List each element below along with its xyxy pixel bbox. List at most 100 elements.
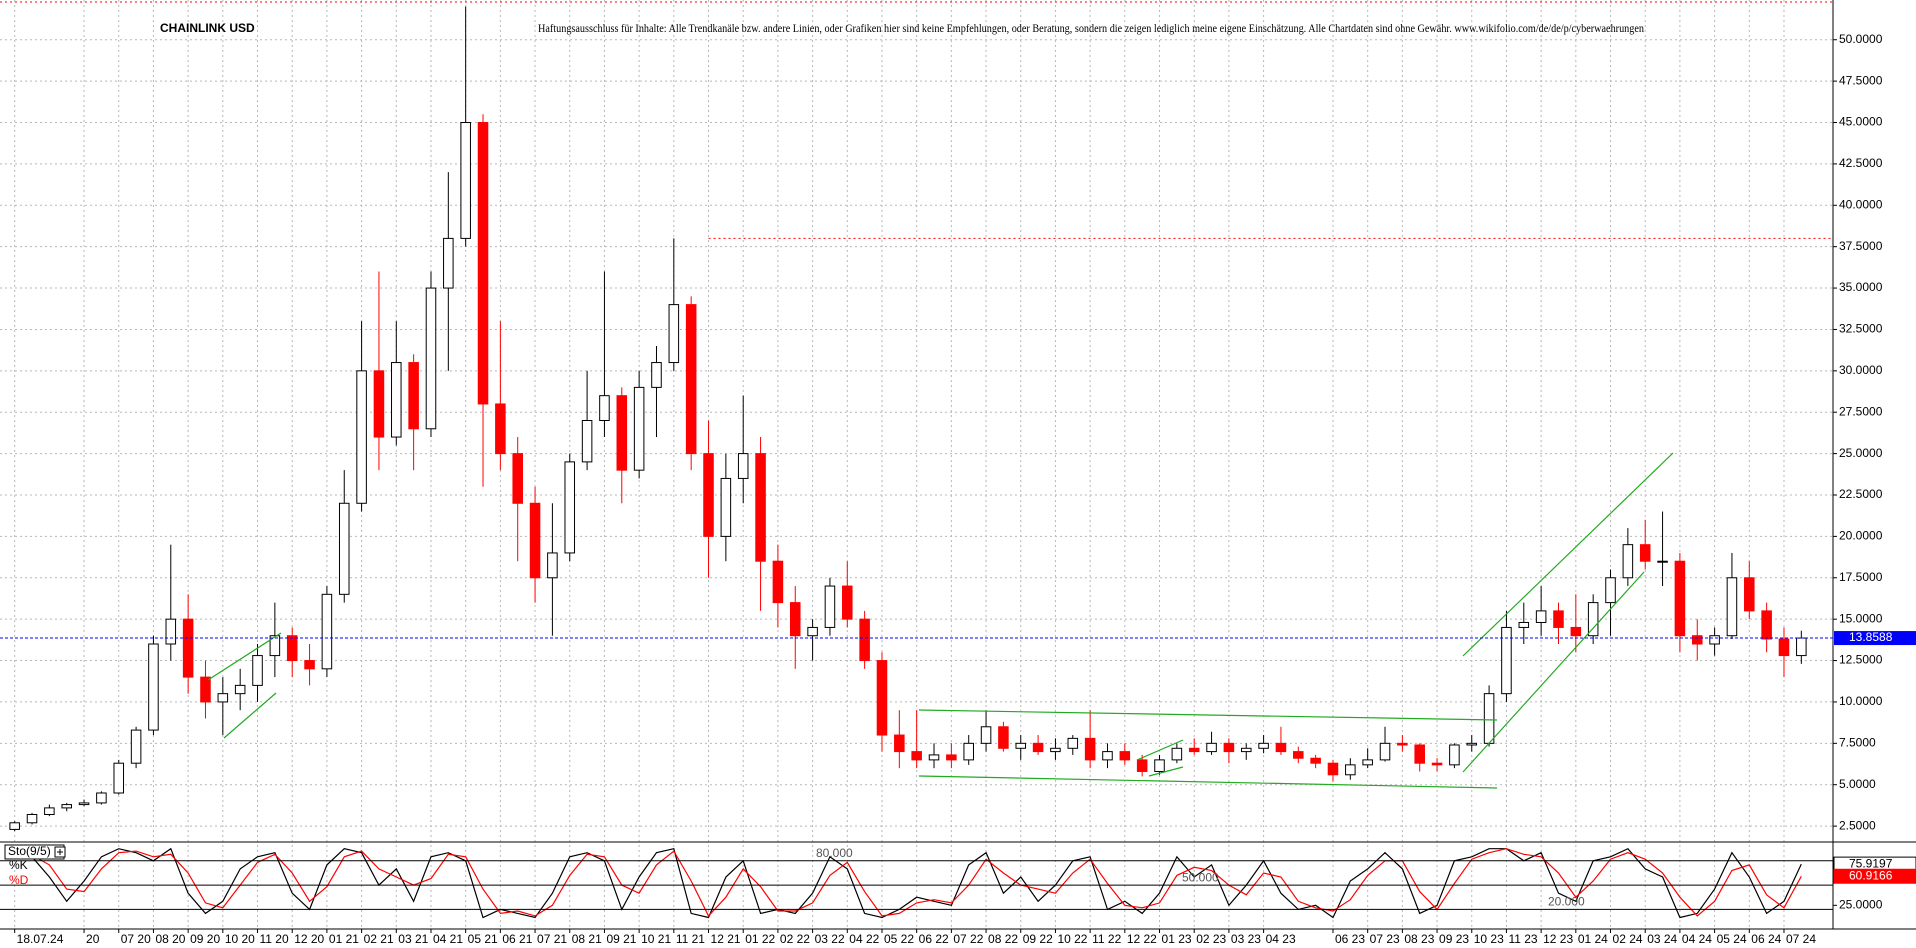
candle-body: [1310, 757, 1321, 764]
x-tick-label: 01 23: [1162, 932, 1192, 946]
level-label: 50.000: [1182, 870, 1219, 884]
x-tick-label: 03 24: [1647, 932, 1677, 946]
candle-body: [1379, 742, 1391, 761]
candle-body: [1466, 742, 1478, 746]
x-tick-label: 03 23: [1231, 932, 1261, 946]
x-tick-label: 06 22: [919, 932, 949, 946]
candle-body: [1726, 577, 1738, 637]
candle-body: [1674, 560, 1686, 637]
x-tick-label: 09 20: [190, 932, 220, 946]
x-tick-label: 01 24: [1578, 932, 1608, 946]
candle-body: [703, 453, 714, 537]
candle-body: [1778, 638, 1790, 657]
x-tick-label: 04 21: [433, 932, 463, 946]
x-tick-label: 20: [86, 932, 100, 946]
candle-body: [148, 643, 159, 731]
stoch-line: [14, 848, 1802, 917]
candle-body: [911, 751, 922, 761]
candle-body: [78, 802, 90, 806]
x-tick-label: 04 22: [849, 932, 879, 946]
candle-body: [963, 742, 974, 761]
candle-body: [1622, 544, 1634, 579]
candle-body: [1397, 742, 1408, 746]
y-tick-label: 32.5000: [1839, 322, 1883, 336]
x-tick-label: 11 22: [1092, 932, 1121, 946]
candle-body: [1327, 762, 1339, 776]
y-tick-label: 25.0000: [1839, 898, 1883, 912]
legend-label: %D: [9, 873, 29, 887]
candle-body: [772, 560, 784, 604]
candle-body: [460, 122, 471, 239]
candle-body: [96, 792, 107, 804]
candle-body: [1691, 635, 1703, 645]
candle-body: [894, 734, 905, 753]
x-tick-label: 07 22: [953, 932, 983, 946]
candle-body: [1188, 747, 1200, 753]
y-tick-label: 20.0000: [1839, 529, 1883, 543]
candle-body: [113, 762, 125, 794]
x-tick-label: 06 21: [502, 932, 532, 946]
candle-body: [408, 362, 419, 430]
y-tick-label: 50.0000: [1839, 32, 1883, 46]
candle-body: [356, 370, 367, 504]
candle-body: [217, 693, 229, 703]
y-tick-label: 7.5000: [1839, 735, 1876, 749]
y-tick-label: 27.5000: [1839, 404, 1883, 418]
candle-body: [980, 726, 992, 744]
trend-line: [207, 632, 282, 681]
y-tick-label: 2.5000: [1839, 818, 1876, 832]
candle-body: [1206, 742, 1217, 753]
candle-body: [1119, 751, 1131, 761]
y-tick-label: 30.0000: [1839, 363, 1883, 377]
candle-body: [1414, 744, 1425, 764]
candle-body: [443, 237, 454, 289]
candle-body: [1050, 747, 1061, 753]
candle-body: [1154, 759, 1165, 772]
candle-body: [1171, 747, 1183, 761]
x-tick-label: 10 23: [1474, 932, 1504, 946]
candle-body: [737, 453, 749, 479]
x-tick-label: 06 23: [1335, 932, 1365, 946]
level-label: 80.000: [816, 846, 853, 860]
candle-body: [1258, 742, 1269, 749]
trend-line: [223, 692, 277, 739]
y-tick-label: 47.5000: [1839, 73, 1883, 87]
x-tick-label: 09 22: [1023, 932, 1053, 946]
candle-body: [1275, 742, 1287, 753]
last-value-box: [1833, 868, 1916, 884]
candle-body: [859, 618, 870, 662]
x-tick-label: 12 20: [294, 932, 324, 946]
candle-body: [252, 655, 263, 686]
x-tick-label: 11 23: [1508, 932, 1537, 946]
x-tick-label: 09 23: [1439, 932, 1469, 946]
candle-body: [1553, 610, 1564, 628]
candle-body: [1015, 742, 1027, 749]
trend-line: [918, 709, 1498, 721]
x-tick-label: 05 21: [468, 932, 498, 946]
candle-body: [1535, 610, 1547, 623]
candle-body: [182, 618, 194, 678]
x-tick-label: 12 22: [1127, 932, 1157, 946]
candle-body: [61, 804, 72, 809]
candle-body: [234, 684, 246, 695]
y-tick-label: 12.5000: [1839, 653, 1883, 667]
y-tick-label: 25.0000: [1839, 446, 1883, 460]
candle-body: [130, 729, 142, 764]
x-tick-label: 06 24: [1751, 932, 1781, 946]
x-tick-label: 02 23: [1196, 932, 1226, 946]
x-tick-label: 07 24: [1786, 932, 1816, 946]
x-tick-label: 07 23: [1370, 932, 1400, 946]
candle-body: [789, 602, 801, 637]
x-tick-label: 08 20: [155, 932, 185, 946]
trend-lines: [207, 452, 1674, 789]
candle-body: [581, 420, 593, 463]
candle-body: [1483, 693, 1495, 744]
candle-body: [373, 370, 385, 438]
candle-body: [876, 660, 888, 736]
candle-body: [1136, 759, 1148, 772]
x-tick-label: 11 21: [676, 932, 705, 946]
trend-line: [918, 775, 1498, 789]
